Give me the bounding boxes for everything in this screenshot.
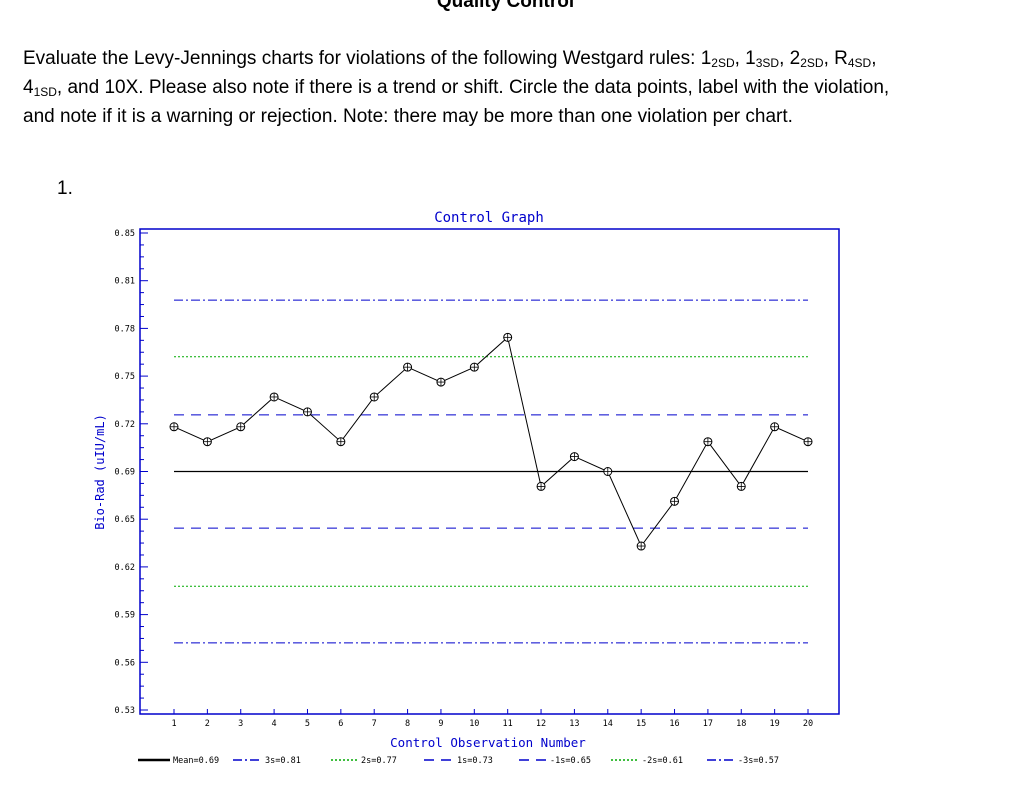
x-tick-label: 16	[669, 719, 679, 729]
data-point	[803, 437, 813, 447]
chart-legend: Mean=0.69 3s=0.81 2s=0.77 1s=0.73 -1s=0.65 -2…	[138, 756, 779, 766]
data-point	[503, 332, 513, 342]
y-tick-label: 0.53	[115, 706, 135, 716]
data-point	[436, 377, 446, 387]
data-point	[269, 392, 279, 402]
y-tick-label: 0.72	[115, 420, 135, 430]
y-tick-label: 0.56	[115, 658, 135, 668]
data-point	[369, 392, 379, 402]
chart-title: Control Graph	[434, 210, 544, 226]
y-tick-label: 0.62	[115, 563, 135, 573]
data-point	[670, 496, 680, 506]
x-tick-label: 13	[569, 719, 579, 729]
legend-label: 2s=0.77	[361, 756, 397, 766]
data-point	[603, 467, 613, 476]
rule-1-2sd: 12SD	[700, 48, 735, 70]
question-number: 1.	[57, 178, 73, 199]
y-tick-label: 0.81	[115, 277, 135, 287]
y-axis-label: Bio-Rad (uIU/mL)	[93, 414, 107, 530]
x-tick-label: 19	[770, 719, 780, 729]
data-point	[636, 541, 646, 551]
data-point	[469, 362, 479, 372]
data-point	[169, 422, 179, 432]
y-tick-label: 0.78	[115, 324, 135, 334]
instructions-paragraph: Evaluate the Levy-Jennings charts for vi…	[23, 48, 890, 127]
y-tick-label: 0.65	[115, 515, 135, 525]
rule-2-2sd: 22SD	[789, 48, 824, 70]
data-point	[202, 437, 212, 447]
y-axis: 0.85 0.81 0.78 0.75 0.72 0.69 0.65 0.62 0.59 0.56…	[115, 229, 148, 716]
legend-label: -2s=0.61	[642, 756, 683, 766]
x-tick-label: 3	[238, 719, 243, 729]
rule-r-4sd: R4SD	[834, 48, 872, 70]
data-point	[736, 481, 746, 491]
legend-label: Mean=0.69	[173, 756, 219, 766]
x-axis: 1 2 3 4 5 6 7 8 9 10 11 12 13 14 15 16 17 18 19 20	[171, 709, 813, 729]
rule-4-1sd: 41SD	[23, 77, 57, 99]
page-title: Quality Control	[436, 0, 575, 12]
x-tick-label: 1	[171, 719, 176, 729]
x-tick-label: 12	[536, 719, 546, 729]
legend-item: Mean=0.69	[138, 756, 219, 766]
x-axis-label: Control Observation Number	[390, 735, 586, 750]
x-tick-label: 20	[803, 719, 813, 729]
x-tick-label: 8	[405, 719, 410, 729]
x-tick-label: 7	[372, 719, 377, 729]
data-point	[569, 452, 579, 462]
control-limit-lines	[174, 299, 808, 644]
legend-item: -1s=0.65	[519, 756, 591, 766]
x-tick-label: 14	[603, 719, 613, 729]
legend-item: -2s=0.61	[611, 756, 683, 766]
data-point	[403, 362, 413, 372]
legend-label: 1s=0.73	[457, 756, 493, 766]
rule-1-3sd: 13SD	[745, 48, 780, 70]
legend-item: 2s=0.77	[331, 756, 397, 766]
legend-item: 1s=0.73	[424, 756, 493, 766]
x-tick-label: 15	[636, 719, 646, 729]
legend-label: 3s=0.81	[265, 756, 301, 766]
instructions-lead: Evaluate the Levy-Jennings charts for vi…	[23, 48, 701, 69]
y-tick-label: 0.75	[115, 372, 135, 382]
data-point	[703, 437, 713, 447]
y-axis-minor-ticks	[140, 244, 144, 699]
x-tick-label: 6	[338, 719, 343, 729]
x-tick-label: 2	[205, 719, 210, 729]
data-point	[336, 437, 346, 447]
y-tick-label: 0.59	[115, 611, 135, 621]
instructions-tail: . Please also note if there is a trend o…	[23, 77, 890, 127]
data-point	[236, 422, 246, 432]
data-points	[169, 332, 813, 551]
legend-label: -3s=0.57	[738, 756, 779, 766]
x-tick-label: 4	[272, 719, 277, 729]
rule-10x: 10X	[104, 77, 139, 98]
x-tick-label: 11	[503, 719, 513, 729]
legend-item: 3s=0.81	[233, 756, 301, 766]
x-tick-label: 5	[305, 719, 310, 729]
x-tick-label: 10	[469, 719, 479, 729]
x-tick-label: 18	[736, 719, 746, 729]
data-point	[770, 422, 780, 432]
legend-label: -1s=0.65	[550, 756, 591, 766]
legend-item: -3s=0.57	[707, 756, 779, 766]
y-tick-label: 0.69	[115, 468, 135, 478]
series-line	[173, 336, 809, 548]
data-point	[302, 407, 312, 417]
y-tick-label: 0.85	[115, 229, 135, 239]
data-point	[536, 481, 546, 491]
x-tick-label: 17	[703, 719, 713, 729]
x-tick-label: 9	[438, 719, 443, 729]
